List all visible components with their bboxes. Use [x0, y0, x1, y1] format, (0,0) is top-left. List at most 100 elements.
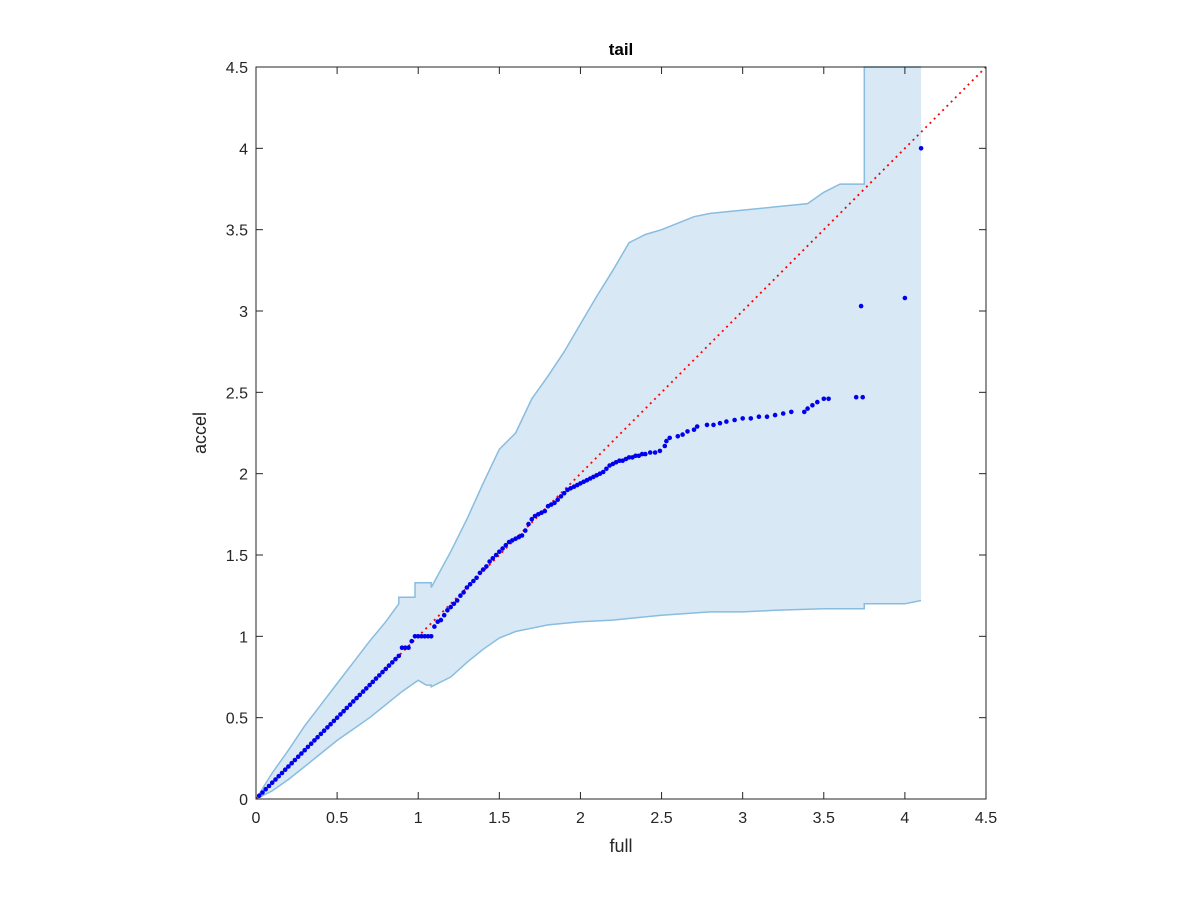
data-point	[461, 590, 466, 595]
x-axis-label: full	[609, 836, 632, 856]
plot-area: 0 0.5 1 1.5 2 2.5 3 3.5 4 4.5 0 0.5 1 1.5 2 2.5 3 3.5 4 4.5	[226, 60, 997, 827]
data-point	[445, 608, 450, 613]
data-point	[341, 708, 346, 714]
data-point	[373, 676, 379, 681]
data-point	[354, 695, 359, 701]
data-point	[256, 793, 262, 798]
data-point	[292, 757, 298, 763]
data-point	[604, 466, 609, 472]
data-point	[858, 303, 864, 309]
data-point	[617, 458, 622, 464]
data-point	[318, 731, 324, 737]
data-point	[740, 416, 745, 421]
data-point	[756, 414, 762, 420]
data-point	[454, 598, 460, 603]
data-point	[377, 673, 382, 678]
data-point	[451, 601, 457, 607]
data-point	[412, 634, 418, 639]
data-point	[360, 689, 366, 694]
x-tick-label: 2	[576, 810, 585, 827]
data-point	[438, 617, 444, 623]
data-point	[643, 451, 648, 457]
data-point	[853, 394, 859, 400]
data-point	[279, 770, 285, 776]
data-point	[393, 656, 398, 662]
data-point	[552, 500, 557, 506]
data-points	[256, 146, 924, 798]
data-point	[302, 747, 308, 753]
data-point	[826, 396, 831, 402]
data-point	[467, 582, 473, 587]
data-point	[639, 451, 645, 457]
data-point	[471, 578, 476, 584]
data-point	[422, 634, 428, 639]
data-point	[680, 432, 685, 437]
data-point	[647, 450, 653, 455]
data-point	[328, 721, 333, 727]
data-point	[529, 516, 535, 522]
data-point	[415, 634, 421, 639]
data-point	[780, 411, 786, 416]
data-point	[497, 549, 502, 554]
data-point	[399, 645, 405, 650]
data-point	[789, 409, 794, 415]
data-point	[428, 634, 434, 639]
y-tick-label: 0.5	[226, 711, 248, 728]
data-point	[542, 508, 548, 514]
data-point	[334, 715, 340, 720]
data-point	[260, 790, 265, 795]
data-point	[276, 773, 282, 779]
data-point	[344, 705, 350, 711]
y-tick-label: 2.5	[226, 385, 248, 402]
data-point	[667, 435, 672, 441]
axes-frame	[255, 66, 987, 800]
data-point	[685, 429, 690, 434]
x-tick-label: 0.5	[326, 810, 348, 827]
data-point	[724, 419, 729, 424]
data-point	[523, 528, 528, 533]
x-tick-label: 4.5	[975, 810, 997, 827]
data-point	[490, 556, 496, 561]
x-tick-label: 3.5	[813, 810, 835, 827]
data-point	[558, 494, 564, 499]
data-point	[815, 399, 820, 405]
data-point	[282, 767, 288, 772]
data-point	[286, 764, 291, 769]
data-point	[409, 638, 415, 644]
chart-title: tail	[609, 40, 634, 59]
data-point	[464, 585, 470, 590]
data-point	[383, 666, 389, 672]
data-point	[347, 702, 353, 707]
data-point	[664, 438, 669, 444]
y-tick-label: 1	[239, 629, 248, 646]
data-point	[652, 450, 658, 455]
data-point	[321, 728, 327, 733]
band-upper-edge	[255, 66, 922, 800]
data-point	[370, 679, 376, 685]
data-point	[312, 738, 317, 743]
data-point	[805, 406, 810, 411]
data-point	[425, 634, 431, 639]
data-point	[419, 634, 424, 639]
data-point	[802, 409, 807, 415]
data-point	[474, 575, 479, 581]
data-point	[764, 414, 770, 420]
data-point	[273, 777, 278, 782]
data-point	[338, 712, 343, 717]
data-point	[717, 420, 723, 426]
data-point	[308, 741, 314, 746]
axis-ticks: 0 0.5 1 1.5 2 2.5 3 3.5 4 4.5 0 0.5 1 1.5 2 2.5 3 3.5 4 4.5	[226, 60, 997, 827]
y-tick-label: 4	[239, 141, 248, 158]
data-point	[386, 663, 392, 668]
data-point	[396, 653, 402, 659]
data-point	[519, 533, 525, 538]
data-point	[305, 744, 311, 750]
x-tick-label: 1.5	[488, 810, 510, 827]
data-point	[772, 412, 778, 418]
data-point	[477, 570, 483, 576]
data-point	[390, 660, 395, 665]
data-point	[500, 546, 505, 551]
data-point	[295, 754, 301, 759]
x-tick-label: 3	[738, 810, 747, 827]
